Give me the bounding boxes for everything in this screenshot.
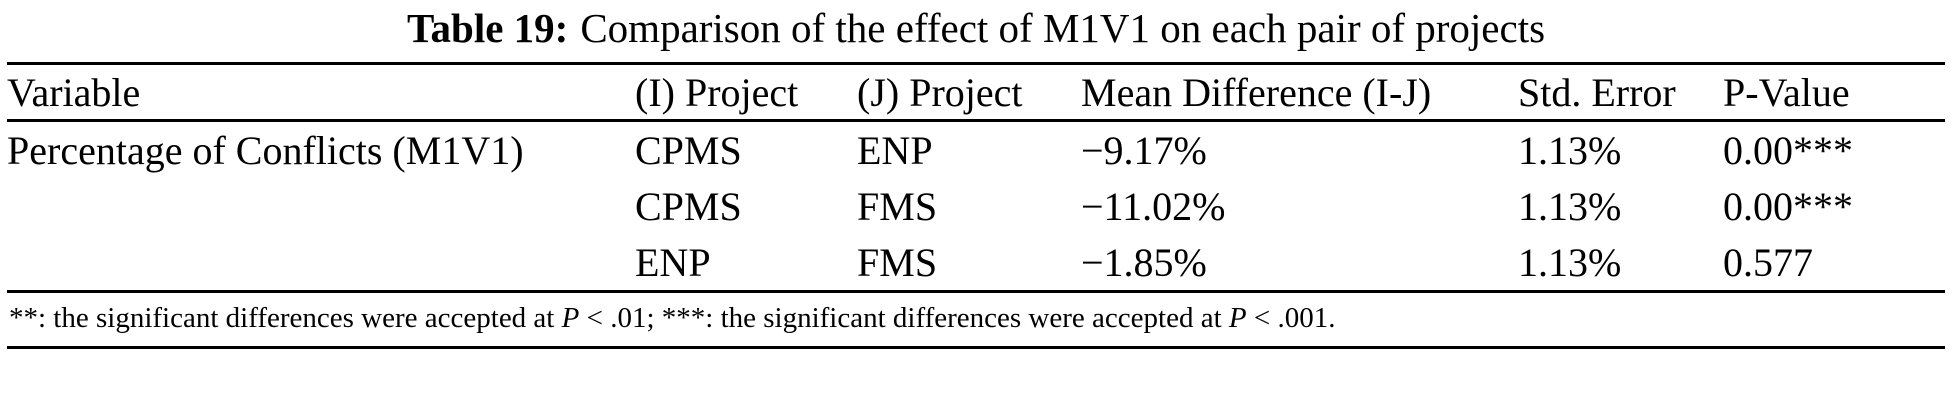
header-i-project: (I) Project: [635, 62, 857, 123]
cell-variable: Percentage of Conflicts (M1V1): [7, 127, 524, 173]
cell-mean-difference: −11.02%: [1081, 183, 1226, 229]
table-row: ENP FMS −1.85% 1.13% 0.577: [7, 234, 1945, 294]
cell-p-value: 0.00***: [1723, 183, 1853, 229]
cell-variable: [7, 234, 635, 294]
table-caption-text: Comparison of the effect of M1V1 on each…: [580, 5, 1546, 51]
cell-variable: [7, 178, 635, 234]
header-mean-difference: Mean Difference (I-J): [1081, 62, 1518, 123]
cell-std-error: 1.13%: [1518, 183, 1622, 229]
header-p-value: P-Value: [1723, 62, 1945, 123]
cell-std-error: 1.13%: [1518, 234, 1723, 294]
cell-i-project: CPMS: [635, 183, 742, 229]
cell-mean-difference: −1.85%: [1081, 234, 1518, 294]
table-footnote: **: the significant differences were acc…: [7, 293, 1945, 349]
cell-p-value: 0.00***: [1723, 127, 1853, 173]
cell-j-project: FMS: [857, 234, 1081, 294]
cell-j-project: FMS: [857, 183, 938, 229]
table-row: CPMS FMS −11.02% 1.13% 0.00***: [7, 178, 1945, 234]
footnote-segment: < .01; ***: the significant differences …: [579, 302, 1229, 335]
table-caption: Table 19: Comparison of the effect of M1V…: [0, 0, 1952, 52]
cell-i-project: CPMS: [635, 127, 742, 173]
cell-i-project: ENP: [635, 234, 857, 294]
header-row: Variable (I) Project (J) Project Mean Di…: [7, 62, 1945, 123]
header-variable: Variable: [7, 62, 635, 123]
footnote-segment: < .001.: [1246, 302, 1336, 335]
footnote-segment: **: the significant differences were acc…: [9, 302, 562, 335]
cell-std-error: 1.13%: [1518, 127, 1622, 173]
cell-p-value: 0.577: [1723, 234, 1945, 294]
cell-j-project: ENP: [857, 127, 933, 173]
header-std-error: Std. Error: [1518, 62, 1723, 123]
cell-mean-difference: −9.17%: [1081, 127, 1207, 173]
footnote-p-italic: P: [1228, 302, 1247, 335]
table-row: Percentage of Conflicts (M1V1) CPMS ENP …: [7, 121, 1945, 179]
comparison-table: Variable (I) Project (J) Project Mean Di…: [7, 62, 1945, 294]
table-caption-label: Table 19:: [406, 5, 569, 51]
footnote-p-italic: P: [561, 302, 580, 335]
header-j-project: (J) Project: [857, 62, 1081, 123]
